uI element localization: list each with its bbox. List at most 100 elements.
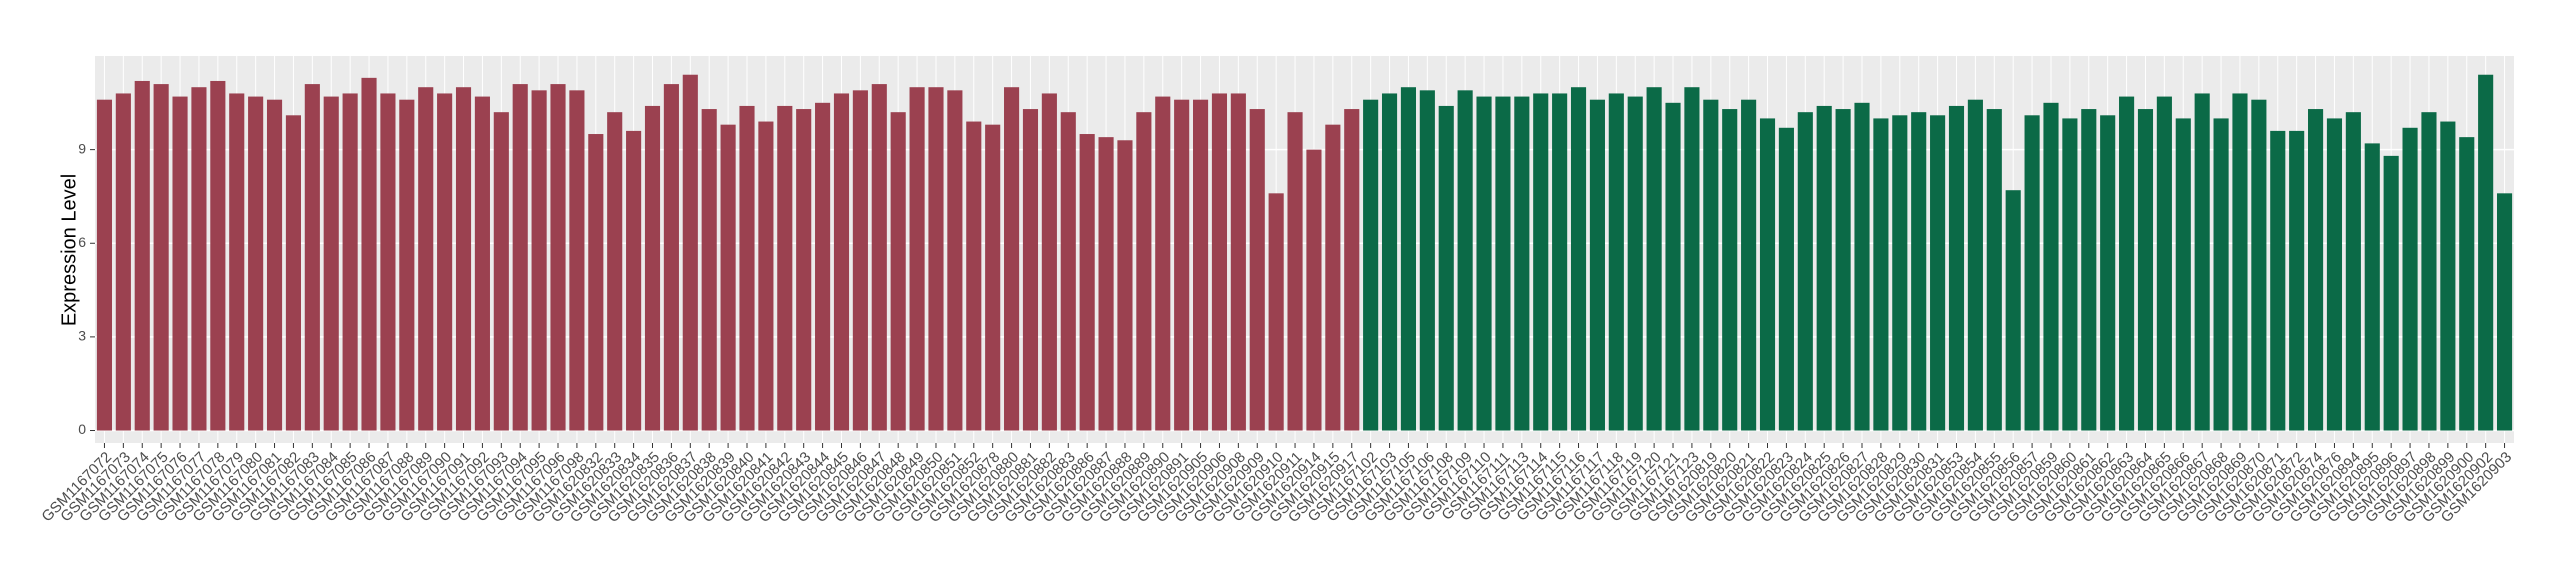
bar bbox=[2459, 137, 2475, 431]
bar bbox=[1892, 115, 1908, 431]
bar bbox=[852, 90, 868, 431]
bar bbox=[2421, 112, 2437, 431]
bar bbox=[1004, 87, 1020, 431]
bar bbox=[1060, 112, 1076, 431]
bar bbox=[1287, 112, 1303, 431]
bar bbox=[2043, 102, 2059, 431]
bar bbox=[663, 84, 679, 431]
bar bbox=[1079, 134, 1095, 431]
bar bbox=[512, 84, 528, 431]
bar bbox=[323, 96, 339, 431]
bar bbox=[455, 87, 472, 431]
bar bbox=[1835, 109, 1851, 431]
bar bbox=[928, 87, 944, 431]
bar bbox=[1211, 93, 1228, 431]
bar bbox=[2005, 190, 2021, 431]
bar bbox=[1098, 137, 1114, 431]
bar bbox=[1911, 112, 1927, 431]
bar bbox=[1136, 112, 1152, 431]
bar bbox=[437, 93, 453, 431]
bar bbox=[2232, 93, 2248, 431]
bar bbox=[2289, 130, 2305, 431]
bar bbox=[1174, 99, 1190, 431]
bar bbox=[701, 109, 717, 431]
bar bbox=[2081, 109, 2097, 431]
bar bbox=[1400, 87, 1417, 431]
bar bbox=[2345, 112, 2361, 431]
y-tick-label: 6 bbox=[78, 234, 86, 250]
bar bbox=[1684, 87, 1700, 431]
bar bbox=[266, 99, 283, 431]
bar bbox=[1155, 96, 1171, 431]
bar bbox=[1457, 90, 1473, 431]
bar bbox=[304, 84, 320, 431]
bar bbox=[909, 87, 925, 431]
y-tick-label: 0 bbox=[78, 421, 86, 437]
bar bbox=[1117, 140, 1133, 431]
bar bbox=[2175, 118, 2191, 431]
bar bbox=[833, 93, 850, 431]
y-axis-title: Expression Level bbox=[58, 174, 80, 326]
bar bbox=[2024, 115, 2040, 431]
bar bbox=[1192, 99, 1209, 431]
bar bbox=[1665, 102, 1681, 431]
bar bbox=[1438, 105, 1454, 431]
bar bbox=[2137, 109, 2154, 431]
bar bbox=[569, 90, 585, 431]
bar bbox=[1948, 105, 1965, 431]
bar bbox=[531, 90, 547, 431]
bar bbox=[2326, 118, 2343, 431]
bar bbox=[966, 121, 982, 431]
bar bbox=[1344, 109, 1360, 431]
bar bbox=[2496, 193, 2513, 431]
bar bbox=[1873, 118, 1889, 431]
bar bbox=[361, 77, 377, 431]
bar bbox=[1816, 105, 1832, 431]
bar bbox=[1778, 127, 1794, 431]
bar bbox=[1967, 99, 1983, 431]
bar bbox=[626, 130, 642, 431]
bar bbox=[739, 105, 755, 431]
bar bbox=[342, 93, 358, 431]
bar bbox=[871, 84, 887, 431]
bar bbox=[2251, 99, 2267, 431]
bar bbox=[1703, 99, 1719, 431]
bar bbox=[172, 96, 188, 431]
bar bbox=[1268, 193, 1284, 431]
bar bbox=[1646, 87, 1662, 431]
bar bbox=[682, 74, 698, 431]
bar bbox=[2478, 74, 2494, 431]
bar bbox=[2194, 93, 2210, 431]
bar bbox=[890, 112, 906, 431]
bar bbox=[153, 84, 169, 431]
bar bbox=[758, 121, 774, 431]
bar bbox=[1552, 93, 1568, 431]
bar bbox=[550, 84, 566, 431]
bar bbox=[1022, 109, 1039, 431]
bar bbox=[1495, 96, 1511, 431]
bar bbox=[1589, 99, 1605, 431]
bar bbox=[607, 112, 623, 431]
bar bbox=[96, 99, 113, 431]
bar bbox=[418, 87, 434, 431]
bar bbox=[985, 124, 1001, 431]
bar bbox=[2062, 118, 2078, 431]
bar bbox=[1041, 93, 1057, 431]
bar bbox=[474, 96, 490, 431]
bar bbox=[1363, 99, 1379, 431]
bar bbox=[1476, 96, 1492, 431]
bar bbox=[644, 105, 661, 431]
bar bbox=[2402, 127, 2418, 431]
bar bbox=[1722, 109, 1738, 431]
bar bbox=[2364, 143, 2380, 431]
bar bbox=[1325, 124, 1341, 431]
bar bbox=[2308, 109, 2324, 431]
bar bbox=[720, 124, 736, 431]
bar bbox=[1514, 96, 1530, 431]
bar bbox=[1930, 115, 1946, 431]
bar bbox=[1533, 93, 1549, 431]
bar bbox=[1230, 93, 1246, 431]
bar bbox=[947, 90, 963, 431]
bar bbox=[1986, 109, 2002, 431]
